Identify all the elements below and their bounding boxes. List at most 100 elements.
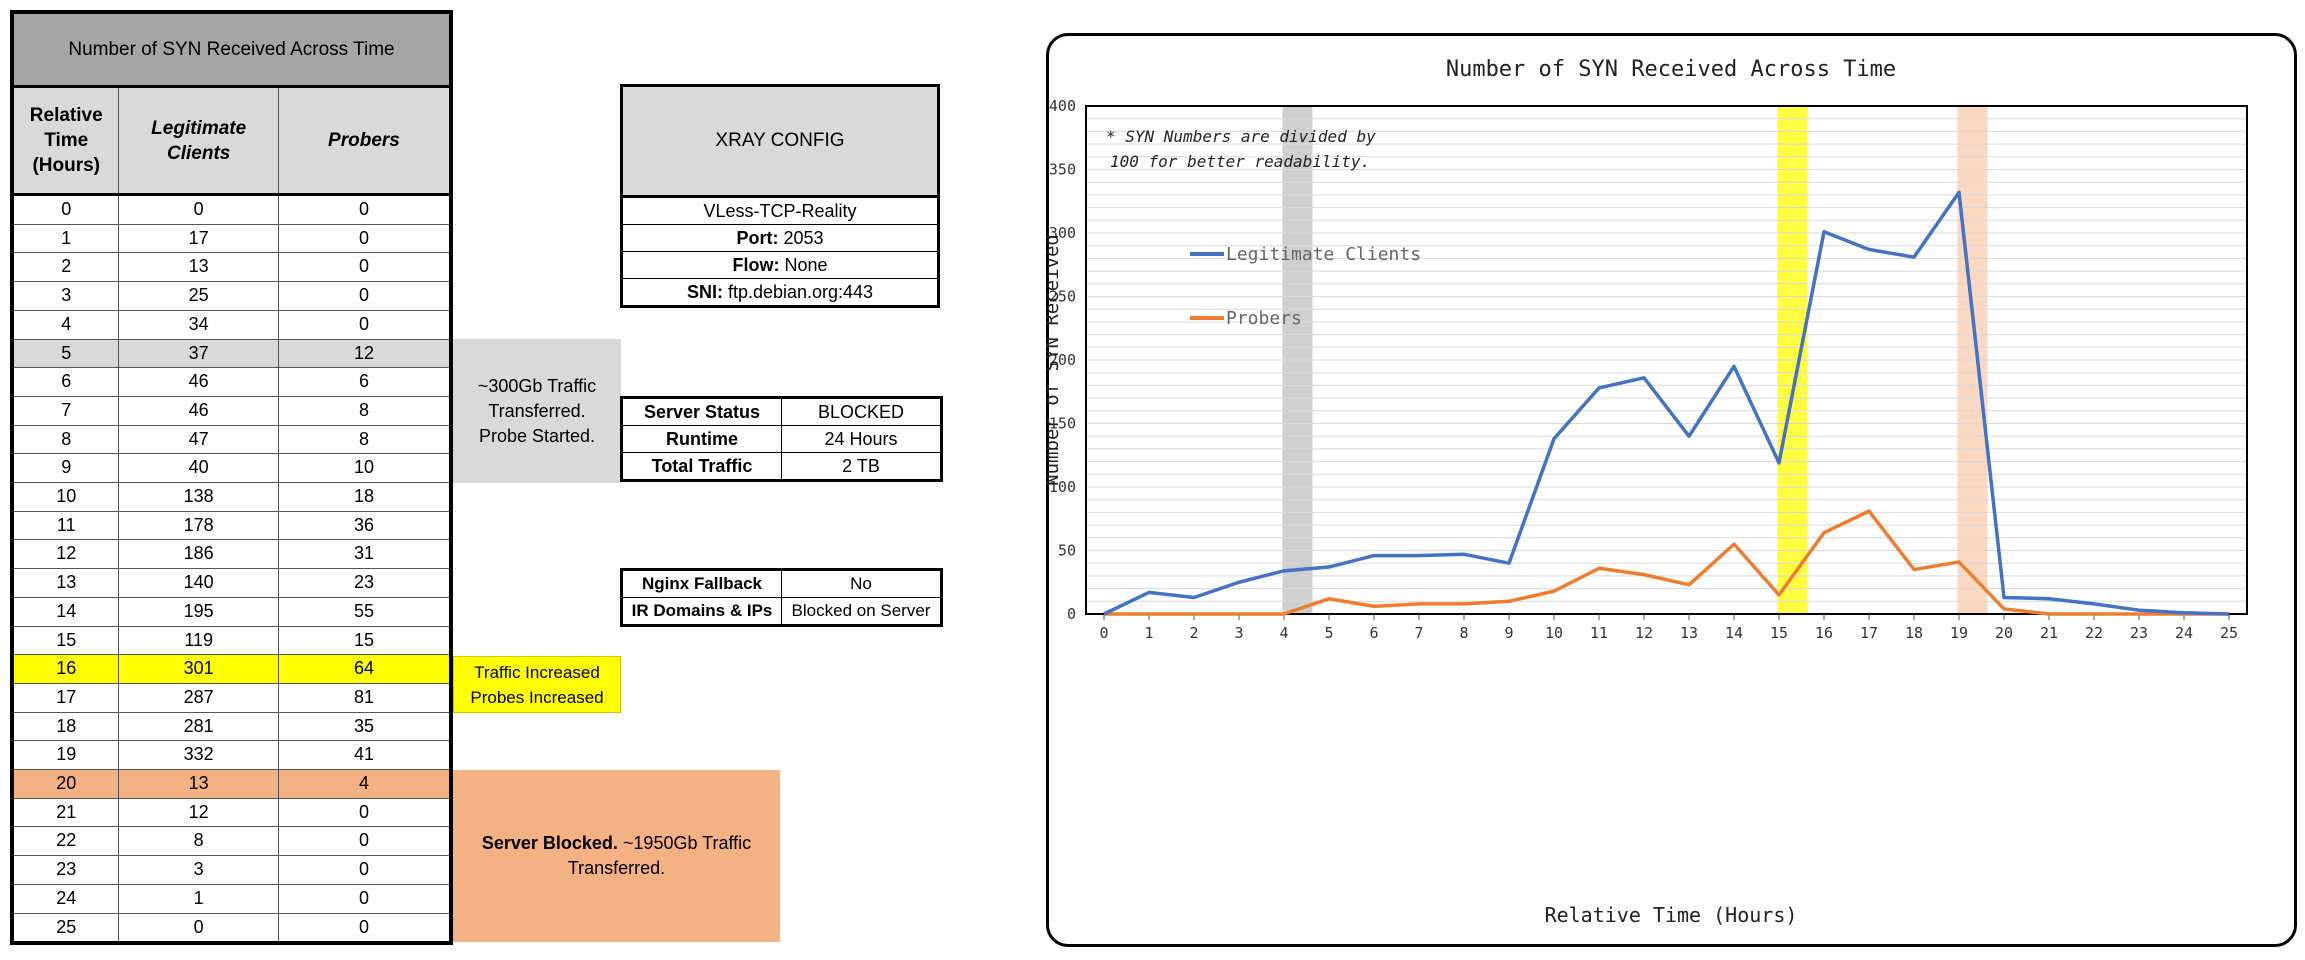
table-row: 25 0 0 xyxy=(11,912,453,944)
runtime-value: 24 Hours xyxy=(781,425,942,453)
xray-sni: SNI: ftp.debian.org:443 xyxy=(621,278,939,307)
chart-legend: Legitimate Clients Probers xyxy=(1190,244,1421,329)
cell-probers: 0 xyxy=(277,252,453,283)
x-tick-label: 8 xyxy=(1459,624,1468,642)
cell-probers: 64 xyxy=(277,654,453,684)
note-server-blocked-bold: Server Blocked. xyxy=(481,833,618,853)
cell-legitimate-clients: 301 xyxy=(118,654,279,684)
x-tick-label: 14 xyxy=(1725,624,1743,642)
annotation-line-1: * SYN Numbers are divided by xyxy=(1106,127,1376,146)
cell-relative-time: 19 xyxy=(11,740,120,771)
x-tick-label: 25 xyxy=(2220,624,2238,642)
x-axis-label: Relative Time (Hours) xyxy=(1545,903,1798,927)
note-server-blocked-text: Server Blocked. ~1950Gb Traffic Transfer… xyxy=(473,831,760,881)
nginx-fallback-label: Nginx Fallback xyxy=(621,569,782,598)
y-axis-label: Number of SYN Received xyxy=(1046,234,1063,486)
server-status-label: Server Status xyxy=(621,397,782,426)
cell-relative-time: 5 xyxy=(11,338,120,369)
table-row: 6 46 6 xyxy=(11,367,453,397)
total-traffic-label: Total Traffic xyxy=(621,452,782,481)
y-tick-label: 300 xyxy=(1049,224,1076,242)
cell-relative-time: 4 xyxy=(11,309,120,340)
cell-probers: 10 xyxy=(277,453,453,484)
series-layer xyxy=(1103,190,2230,616)
table-row: 23 3 0 xyxy=(11,855,453,885)
cell-legitimate-clients: 34 xyxy=(118,309,279,340)
cell-relative-time: 24 xyxy=(11,883,120,914)
y-tick-label: 200 xyxy=(1049,351,1076,369)
xray-port-label: Port: xyxy=(736,227,779,248)
cell-probers: 23 xyxy=(277,568,453,598)
cell-probers: 6 xyxy=(277,367,453,397)
cell-probers: 4 xyxy=(277,769,453,799)
header-legitimate-clients: Legitimate Clients xyxy=(118,86,279,196)
cell-legitimate-clients: 8 xyxy=(118,826,279,857)
cell-probers: 0 xyxy=(277,826,453,857)
server-info-table: Server Status BLOCKED Runtime 24 Hours Tot… xyxy=(620,396,943,482)
table-row: 8 47 8 xyxy=(11,424,453,455)
cell-legitimate-clients: 47 xyxy=(118,424,279,455)
note-server-blocked: Server Blocked. ~1950Gb Traffic Transfer… xyxy=(453,770,780,942)
note-probe-started: ~300Gb Traffic Transferred. Probe Starte… xyxy=(453,339,621,483)
cell-legitimate-clients: 138 xyxy=(118,482,279,512)
table-row: 17 287 81 xyxy=(11,682,453,713)
cell-legitimate-clients: 195 xyxy=(118,596,279,627)
series-line-probers xyxy=(1104,509,2229,616)
cell-probers: 8 xyxy=(277,395,453,426)
cell-legitimate-clients: 332 xyxy=(118,740,279,771)
y-tick-label: 350 xyxy=(1049,161,1076,179)
cell-legitimate-clients: 46 xyxy=(118,395,279,426)
x-tick-label: 4 xyxy=(1279,624,1288,642)
cell-relative-time: 10 xyxy=(11,482,120,512)
cell-relative-time: 11 xyxy=(11,510,120,541)
table-row: 22 8 0 xyxy=(11,826,453,857)
x-tick-label: 3 xyxy=(1234,624,1243,642)
x-tick-label: 18 xyxy=(1905,624,1923,642)
cell-relative-time: 12 xyxy=(11,539,120,570)
table-row: 18 281 35 xyxy=(11,711,453,742)
xray-flow-value: None xyxy=(779,254,828,275)
x-tick-label: 21 xyxy=(2040,624,2058,642)
cell-legitimate-clients: 46 xyxy=(118,367,279,397)
cell-relative-time: 21 xyxy=(11,797,120,828)
cell-relative-time: 20 xyxy=(11,769,120,799)
x-tick-label: 19 xyxy=(1950,624,1968,642)
x-tick-label: 13 xyxy=(1680,624,1698,642)
y-tick-label: 250 xyxy=(1049,288,1076,306)
xray-port-value: 2053 xyxy=(778,227,824,248)
y-tick-label: 50 xyxy=(1058,542,1076,560)
chart-grid xyxy=(1086,118,2247,602)
x-tick-label: 17 xyxy=(1860,624,1878,642)
cell-legitimate-clients: 13 xyxy=(118,252,279,283)
x-tick-label: 22 xyxy=(2085,624,2103,642)
xray-sni-label: SNI: xyxy=(686,281,723,302)
table-row: 11 178 36 xyxy=(11,510,453,541)
cell-probers: 0 xyxy=(277,281,453,311)
xray-protocol: VLess-TCP-Reality xyxy=(621,196,939,225)
x-tick-label: 12 xyxy=(1635,624,1653,642)
cell-legitimate-clients: 1 xyxy=(118,883,279,914)
cell-probers: 0 xyxy=(277,883,453,914)
cell-legitimate-clients: 3 xyxy=(118,855,279,885)
cell-relative-time: 25 xyxy=(11,912,120,944)
cell-legitimate-clients: 12 xyxy=(118,797,279,828)
x-tick-label: 9 xyxy=(1504,624,1513,642)
cell-relative-time: 8 xyxy=(11,424,120,455)
cell-relative-time: 0 xyxy=(11,194,120,225)
cell-probers: 0 xyxy=(277,855,453,885)
series-line-legitimate-clients xyxy=(1103,190,2230,616)
cell-legitimate-clients: 119 xyxy=(118,625,279,656)
cell-probers: 36 xyxy=(277,510,453,541)
xray-config-table: XRAY CONFIG VLess-TCP-Reality Port: 2053… xyxy=(620,84,940,308)
cell-relative-time: 23 xyxy=(11,855,120,885)
x-tick-label: 23 xyxy=(2130,624,2148,642)
cell-relative-time: 1 xyxy=(11,223,120,254)
xray-port: Port: 2053 xyxy=(621,224,939,252)
cell-relative-time: 7 xyxy=(11,395,120,426)
x-tick-label: 10 xyxy=(1545,624,1563,642)
x-tick-label: 1 xyxy=(1144,624,1153,642)
cell-probers: 0 xyxy=(277,912,453,944)
cell-legitimate-clients: 0 xyxy=(118,912,279,944)
x-tick-label: 20 xyxy=(1995,624,2013,642)
